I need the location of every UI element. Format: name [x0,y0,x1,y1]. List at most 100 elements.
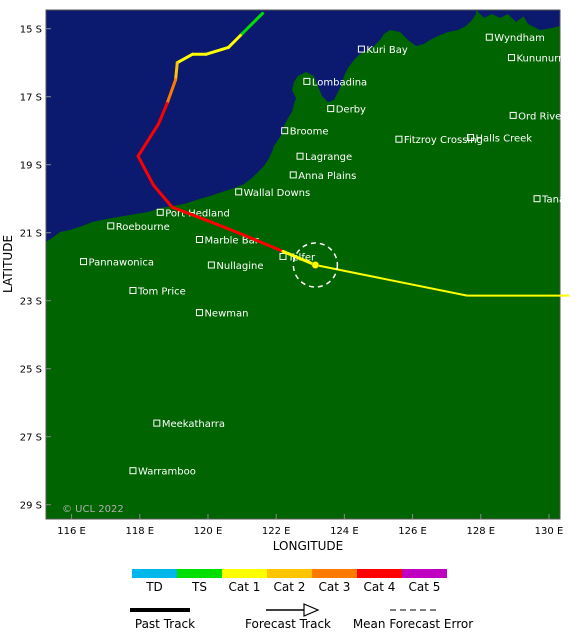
lat-tick-label: 21 S [20,229,42,240]
place-label: Broome [290,127,329,138]
place-marker-icon [195,236,203,243]
mean-forecast-error-circle [292,242,339,288]
legend-category-swatch [132,569,177,578]
place-label: Pannawonica [89,258,155,269]
lon-tick-label: 124 E [330,526,359,537]
past-track-segment [240,232,285,253]
legend-mean-error-label: Mean Forecast Error [353,617,473,631]
lat-tick-label: 17 S [20,93,42,104]
place-marker-icon [303,77,311,85]
legend-category-label: TS [191,580,207,594]
x-axis-label: LONGITUDE [273,539,343,553]
current-position-marker [311,261,320,269]
legend-category-swatch [177,569,222,578]
legend-category-swatch [312,569,357,578]
forecast-track-segment [315,264,468,297]
place-marker-icon [281,127,289,135]
past-track-segment [206,219,244,236]
past-track-segment [238,11,265,37]
lon-tick-label: 122 E [262,526,291,537]
legend-forecast-arrow-icon [303,603,320,617]
place-markers: Wyndham Kununurra Kuri Bay Lombadina Derby Or… [80,33,578,478]
place-label: Newman [204,309,248,320]
place-label: Warramboo [138,467,196,478]
place-marker-icon [533,195,541,203]
place-label: Kununurra [516,54,568,65]
place-label: Marble Bar [204,236,259,247]
lon-tick-label: 118 E [125,526,154,537]
past-track-segment [157,102,169,126]
past-track-segment [226,34,242,49]
place-marker-icon [485,33,493,41]
place-marker-icon [107,222,115,230]
legend-category-swatch [402,569,447,578]
past-track-segment [174,61,179,82]
lon-tick-label: 126 E [398,526,427,537]
place-marker-icon [509,111,517,119]
place-label: Ord River [518,111,566,122]
past-track-segment [151,183,174,209]
place-marker-icon [207,261,215,269]
place-label: Wallal Downs [244,188,311,199]
axis-ticks: 116 E 118 E 120 E 122 E 124 E 126 E 128 E 130 E… [20,25,564,537]
place-label: Tanami [541,195,578,206]
place-marker-icon [289,171,297,179]
lat-tick-label: 23 S [20,297,42,308]
legend-category-label: Cat 4 [364,580,396,594]
place-marker-icon [467,134,475,141]
lon-tick-label: 128 E [466,526,495,537]
place-label: Fitzroy Crossing [404,135,483,146]
place-label: Roebourne [116,222,170,233]
place-label: Lombadina [312,77,367,88]
legend: TD TS Cat 1 Cat 2 Cat 3 Cat 4 Cat 5 [132,569,447,594]
y-axis-label: LATITUDE [1,235,15,293]
legend-category-swatch [357,569,402,578]
legend-category-label: Cat 5 [409,580,441,594]
cyclone-track [136,11,570,297]
place-marker-icon [395,135,403,143]
plot-frame [45,9,561,520]
gulf-water-2 [520,10,560,30]
place-marker-icon [296,152,304,160]
land-mass [46,10,560,519]
past-track-segment [136,154,155,187]
past-track-segment [165,78,178,105]
place-marker-icon [129,287,137,294]
legend-category-swatch [267,569,312,578]
lon-tick-label: 116 E [57,526,86,537]
place-label: Port Hedland [165,208,230,219]
place-label: Halls Creek [476,134,533,145]
place-marker-icon [129,467,137,475]
past-track-segment [170,205,210,223]
place-label: Meekatharra [162,419,225,430]
place-label: Derby [336,105,366,116]
legend-category-swatch [222,569,267,578]
place-marker-icon [153,419,161,427]
legend-category-label: Cat 1 [229,580,261,594]
place-label: Wyndham [494,33,545,44]
place-marker-icon [80,258,88,266]
place-marker-icon [235,188,243,196]
legend-past-track-label: Past Track [135,617,195,631]
past-track-segment [281,249,317,267]
place-marker-icon [279,253,287,260]
lon-tick-label: 120 E [194,526,223,537]
past-track-segment [136,122,161,158]
place-label: Kuri Bay [366,45,407,56]
place-label: Lagrange [305,152,352,163]
place-label: Tom Price [137,287,186,298]
lat-tick-label: 15 S [20,25,42,36]
past-track-segment [175,52,195,65]
place-marker-icon [195,309,203,317]
lat-tick-label: 27 S [20,433,42,444]
lat-tick-label: 29 S [20,501,42,512]
legend-forecast-track-label: Forecast Track [245,617,331,631]
place-label: Nullagine [216,261,263,272]
legend-category-label: Cat 3 [319,580,351,594]
legend-category-label: TD [145,580,163,594]
lat-tick-label: 19 S [20,161,42,172]
place-marker-icon [327,105,335,113]
lat-tick-label: 25 S [20,365,42,376]
place-marker-icon [507,54,515,62]
